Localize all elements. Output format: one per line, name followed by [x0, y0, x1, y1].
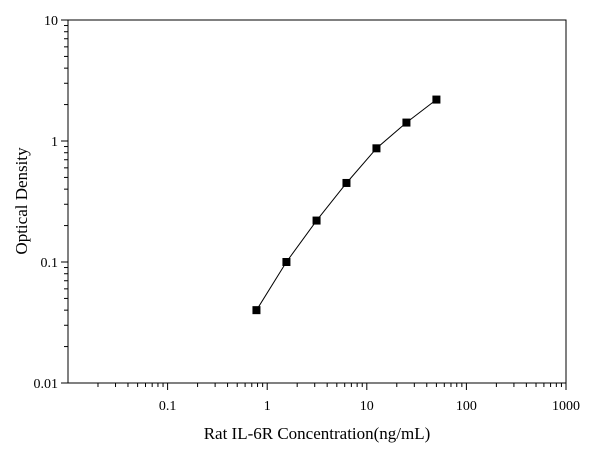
y-tick-label: 10 — [44, 14, 58, 29]
x-tick-label: 10 — [360, 399, 374, 414]
y-tick-label: 0.01 — [34, 377, 59, 392]
y-axis-ticks: 0.01 0.1 1 10 — [34, 14, 68, 392]
data-point — [282, 258, 291, 266]
x-tick-label: 100 — [456, 399, 477, 414]
data-series — [252, 95, 441, 315]
data-point — [342, 178, 351, 187]
x-tick-label: 0.1 — [159, 399, 177, 414]
y-tick-label: 0.1 — [41, 256, 59, 271]
y-axis-title: Optical Density — [12, 147, 31, 255]
x-tick-label: 1 — [264, 399, 271, 414]
data-point — [402, 118, 411, 127]
x-axis-title: Rat IL-6R Concentration(ng/mL) — [204, 424, 431, 443]
data-point — [432, 95, 441, 104]
series-line — [256, 99, 437, 311]
plot-frame — [67, 19, 567, 384]
x-axis-ticks: 0.1 1 10 100 1000 — [97, 383, 580, 414]
x-tick-label: 1000 — [552, 399, 580, 414]
data-point — [372, 144, 381, 153]
data-point — [312, 216, 321, 225]
y-tick-label: 1 — [51, 135, 58, 150]
data-point — [252, 306, 261, 315]
